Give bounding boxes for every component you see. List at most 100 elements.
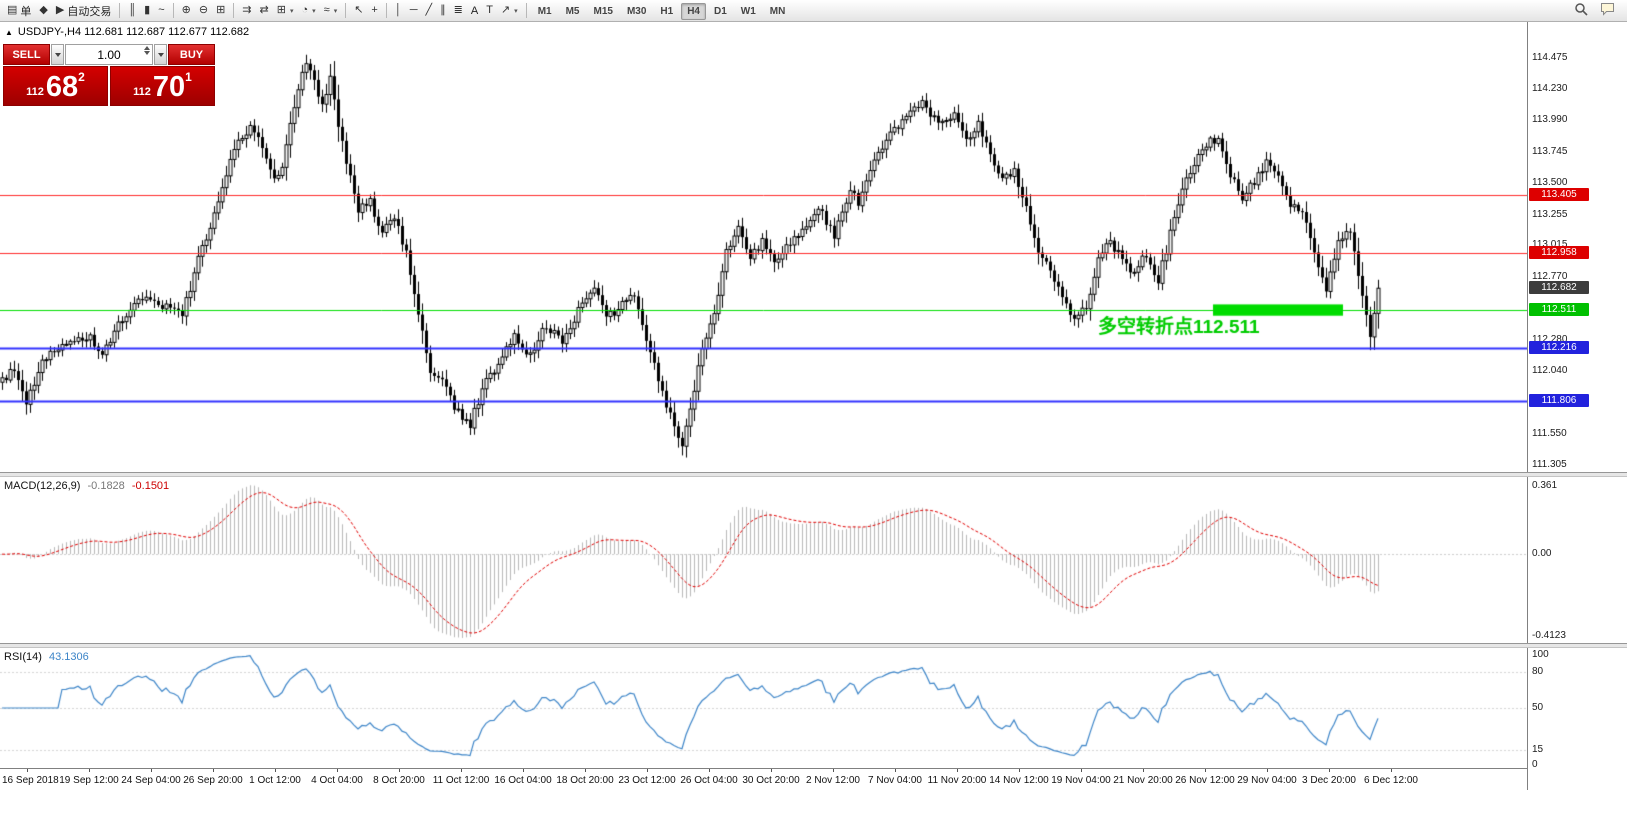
time-axis-tick [709,769,710,772]
buy-price-button[interactable]: 112 70 1 [110,66,215,106]
text-tool-button[interactable]: A [467,2,482,20]
timeframe-m5-button[interactable]: M5 [560,3,586,20]
time-axis-label: 4 Oct 04:00 [311,775,363,786]
timeframe-toolbar: M1 M5 M15 M30 H1 H4 D1 W1 MN [531,1,793,20]
trade-panel-prices: 112 68 2 112 70 1 [3,66,215,106]
price-axis-label: 114.230 [1532,83,1568,94]
dropdown-arrow-icon: ▾ [333,7,338,15]
volume-down-icon[interactable] [144,51,150,55]
search-button[interactable] [1571,2,1591,20]
sell-price-prefix: 112 [26,86,44,98]
line-chart-mode-button[interactable]: ~ [154,2,168,20]
time-axis-label: 3 Dec 20:00 [1302,775,1356,786]
timeframe-m30-button[interactable]: M30 [621,3,652,20]
timeframe-m15-button[interactable]: M15 [588,3,619,20]
macd-value-main: -0.1828 [87,480,125,492]
auto-scroll-button[interactable]: ⇉ [238,2,255,20]
zoom-out-button[interactable]: ⊖ [195,2,212,20]
volume-spinner[interactable] [144,46,150,55]
sell-button[interactable]: SELL [3,44,50,65]
sell-options-dropdown[interactable] [51,44,64,65]
buy-price-sup: 1 [185,70,192,84]
time-axis-tick [89,769,90,772]
arrows-tool-button[interactable]: ↗ ▾ [497,2,522,20]
price-axis[interactable]: 114.475 114.230 113.990 113.745 113.500 113.2… [1527,22,1627,790]
new-order-button[interactable]: ▤ 单 [3,2,35,20]
panel-divider[interactable] [0,472,1627,477]
market-watch-button[interactable]: ◆ [35,2,51,20]
main-toolbar: ▤ 单 ◆ ▶ 自动交易 ║ ▮ ~ ⊕ ⊖ ⊞ ⇉ ⇄ ⊞ ▾ ◔ ▾ ≈ ▾ ↖ + │ ─ ╱ ∥ ≣ A T ↗ ▾ M1 M5 M1… [0,0,1627,22]
panel-divider[interactable] [0,643,1627,648]
crosshair-button[interactable]: + [367,2,381,20]
time-axis[interactable]: 16 Sep 2018 19 Sep 12:00 24 Sep 04:00 26 Se… [0,768,1627,792]
buy-button[interactable]: BUY [168,44,215,65]
candlestick-mode-button[interactable]: ▮ [140,2,154,20]
price-axis-label: 111.305 [1532,459,1567,470]
price-axis-badge[interactable]: 112.216 [1529,341,1589,354]
bar-chart-mode-button[interactable]: ║ [124,2,140,20]
rsi-panel-canvas[interactable] [0,648,1527,768]
page-icon: ▤ [7,4,18,16]
price-axis-label: 113.255 [1532,209,1568,220]
price-axis-badge[interactable]: 112.958 [1529,246,1589,259]
fibonacci-retracement-button[interactable]: ≣ [450,2,467,20]
timeframe-mn-button[interactable]: MN [764,3,792,20]
timeframe-w1-button[interactable]: W1 [735,3,762,20]
chat-button[interactable] [1597,2,1618,20]
indicators-button[interactable]: ≈ ▾ [320,2,342,20]
equidistant-channel-button[interactable]: ∥ [436,2,450,20]
timeframe-m1-button[interactable]: M1 [532,3,558,20]
auto-trading-button[interactable]: ▶ 自动交易 [52,2,115,20]
toolbar-separator [525,3,527,18]
buy-options-dropdown[interactable] [154,44,167,65]
trendline-button[interactable]: ╱ [422,2,437,20]
macd-value-signal: -0.1501 [131,480,170,492]
play-icon: ▶ [55,4,65,16]
timeframe-h1-button[interactable]: H1 [654,3,679,20]
price-axis-label: 113.745 [1532,146,1568,157]
buy-price-prefix: 112 [133,86,151,98]
rsi-axis-label: 80 [1532,666,1544,677]
time-axis-label: 16 Oct 04:00 [494,775,552,786]
fibo-icon: ≣ [453,4,463,16]
rsi-axis-label: 15 [1532,744,1544,755]
price-axis-badge[interactable]: 112.682 [1529,281,1589,294]
volume-up-icon[interactable] [144,46,150,50]
time-axis-label: 26 Nov 12:00 [1175,775,1235,786]
tile-windows-button[interactable]: ⊞ [212,2,229,20]
price-axis-badge[interactable]: 113.405 [1529,188,1589,201]
zoom-in-button[interactable]: ⊕ [178,2,195,20]
new-chart-button[interactable]: ⊞ ▾ [273,2,298,20]
auto-trading-label: 自动交易 [67,5,112,18]
time-axis-tick [275,769,276,772]
horizontal-line-button[interactable]: ─ [406,2,422,20]
time-axis-tick [1267,769,1268,772]
chart-shift-button[interactable]: ⇄ [256,2,273,20]
main-chart-canvas[interactable] [0,22,1527,472]
tline-icon: ╱ [425,4,433,16]
vertical-line-button[interactable]: │ [391,2,406,20]
time-axis-tick [461,769,462,772]
timeframe-h4-button[interactable]: H4 [681,3,706,20]
time-axis-tick [647,769,648,772]
volume-value: 1.00 [97,47,121,62]
time-axis-tick [1205,769,1206,772]
cursor-button[interactable]: ↖ [350,2,367,20]
profiles-button[interactable]: ◔ ▾ [297,2,319,20]
text-label-tool-button[interactable]: T [482,2,497,20]
time-axis-tick [957,769,958,772]
timeframe-d1-button[interactable]: D1 [708,3,733,20]
sell-price-button[interactable]: 112 68 2 [3,66,108,106]
time-axis-label: 6 Dec 12:00 [1364,775,1418,786]
price-axis-badge[interactable]: 112.511 [1529,303,1589,316]
price-axis-badge[interactable]: 111.806 [1529,394,1589,407]
volume-input[interactable]: 1.00 [65,44,153,65]
clock-icon: ◔ [301,4,309,16]
time-axis-label: 8 Oct 20:00 [373,775,425,786]
macd-panel-canvas[interactable] [0,477,1527,643]
trade-panel-controls: SELL 1.00 BUY [3,44,215,65]
tlabel-icon: T [486,4,493,16]
time-axis-label: 23 Oct 12:00 [618,775,676,786]
toolbar-separator [385,3,387,18]
candles-icon: ▮ [144,4,151,16]
